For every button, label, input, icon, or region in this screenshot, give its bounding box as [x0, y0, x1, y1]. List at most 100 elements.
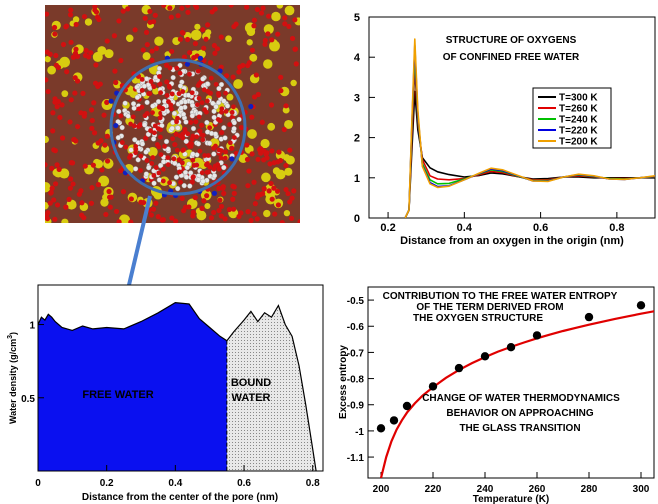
water-oxygen-atom	[164, 93, 170, 98]
oxygen-atom	[72, 90, 78, 96]
water-oxygen-atom	[187, 71, 192, 77]
oxygen-atom	[258, 10, 265, 16]
hydrogen-atom	[172, 160, 178, 166]
oxygen-atom	[103, 211, 109, 218]
oxygen-atom	[157, 81, 163, 87]
hydrogen-atom	[183, 119, 189, 125]
water-oxygen-atom	[170, 136, 175, 142]
oxygen-atom	[73, 46, 79, 52]
oxygen-atom	[236, 69, 242, 75]
oxygen-atom	[292, 46, 299, 52]
oxygen-atom	[104, 38, 110, 44]
hydrogen-atom	[150, 136, 157, 142]
silicon-atom	[92, 51, 103, 62]
hydrogen-atom	[185, 92, 192, 98]
oxygen-atom	[261, 157, 267, 163]
hydrogen-atom	[156, 65, 163, 72]
silicon-atom	[190, 29, 202, 41]
water-oxygen-atom	[190, 157, 196, 163]
rdf-legend: T=300 KT=260 KT=240 KT=220 KT=200 K	[532, 87, 612, 149]
oxygen-atom	[45, 216, 51, 222]
bound-water-area	[226, 305, 317, 471]
water-oxygen-atom	[204, 169, 210, 175]
oxygen-atom	[153, 45, 160, 52]
silicon-atom	[233, 79, 243, 89]
oxygen-atom	[262, 41, 268, 47]
rdf-legend-label: T=240 K	[559, 115, 598, 126]
oxygen-atom	[269, 37, 275, 43]
hydrogen-atom	[206, 140, 213, 146]
water-oxygen-atom	[148, 79, 154, 84]
hydrogen-atom	[171, 110, 178, 117]
water-oxygen-atom	[182, 129, 188, 134]
water-oxygen-atom	[195, 83, 201, 88]
hydrogen-atom	[133, 166, 139, 172]
surface-atom	[229, 156, 235, 162]
oxygen-atom	[152, 12, 158, 18]
oxygen-atom	[238, 210, 244, 216]
silicon-atom	[61, 218, 69, 223]
silicon-atom	[275, 169, 286, 180]
oxygen-atom	[95, 140, 101, 146]
oxygen-atom	[238, 124, 244, 131]
entropy-x-tick-label: 240	[477, 484, 494, 495]
entropy-x-tick-label: 280	[581, 484, 598, 495]
rdf-title-line-2: OF CONFINED FREE WATER	[443, 52, 580, 63]
oxygen-atom	[88, 50, 94, 56]
rdf-y-tick-label: 1	[354, 173, 360, 185]
silicon-atom	[276, 5, 284, 9]
oxygen-atom	[260, 5, 266, 11]
water-oxygen-atom	[162, 143, 167, 149]
rdf-axes: 0.2 0.4 0.6 0.8 0 1 2 3 4 5	[354, 12, 625, 234]
pore-boundary-circle	[109, 58, 247, 196]
silicon-atom	[154, 36, 164, 46]
silicon-atom	[261, 172, 271, 183]
oxygen-atom	[248, 217, 254, 223]
hydrogen-atom	[169, 125, 175, 131]
rdf-legend-label: T=200 K	[559, 137, 598, 148]
water-oxygen-atom	[202, 107, 208, 113]
water-oxygen-atom	[158, 127, 163, 133]
water-oxygen-atom	[197, 148, 203, 154]
water-oxygen-atom	[136, 124, 141, 129]
entropy-data-point	[389, 416, 399, 425]
rdf-y-tick-label: 2	[354, 133, 360, 145]
oxygen-atom	[219, 129, 225, 136]
water-oxygen-atom	[196, 114, 202, 120]
hydrogen-atom	[143, 171, 149, 177]
hydrogen-atom	[178, 105, 184, 111]
water-oxygen-atom	[119, 140, 125, 145]
oxygen-atom	[107, 204, 113, 210]
entropy-x-axis-label: Temperature (K)	[473, 494, 550, 504]
oxygen-atom	[283, 103, 289, 109]
oxygen-atom	[229, 145, 235, 151]
water-oxygen-atom	[167, 65, 173, 71]
oxygen-atom	[82, 52, 89, 58]
oxygen-atom	[45, 77, 49, 83]
water-oxygen-atom	[158, 152, 164, 158]
hydrogen-atom	[189, 102, 196, 109]
hydrogen-atom	[173, 174, 180, 180]
water-oxygen-atom	[191, 163, 197, 168]
oxygen-atom	[159, 217, 165, 223]
water-oxygen-atom	[191, 174, 196, 180]
water-oxygen-atom	[136, 106, 142, 112]
water-oxygen-atom	[205, 89, 211, 94]
hydrogen-atom	[210, 100, 216, 106]
density-plot-frame	[37, 284, 324, 472]
water-oxygen-atom	[160, 178, 166, 184]
oxygen-atom	[67, 12, 74, 18]
water-oxygen-atom	[142, 113, 148, 119]
hydrogen-atom	[204, 81, 211, 87]
oxygen-atom	[282, 21, 288, 27]
silicon-atom	[125, 34, 134, 43]
water-oxygen-atom	[231, 104, 236, 110]
oxygen-atom	[179, 195, 185, 201]
hydrogen-atom	[161, 159, 167, 165]
surface-atom	[248, 103, 254, 110]
silicon-atom	[45, 202, 49, 210]
rdf-y-tick-label: 0	[354, 213, 360, 225]
oxygen-atom	[198, 122, 205, 128]
oxygen-atom	[257, 192, 264, 198]
hydrogen-atom	[200, 178, 206, 184]
